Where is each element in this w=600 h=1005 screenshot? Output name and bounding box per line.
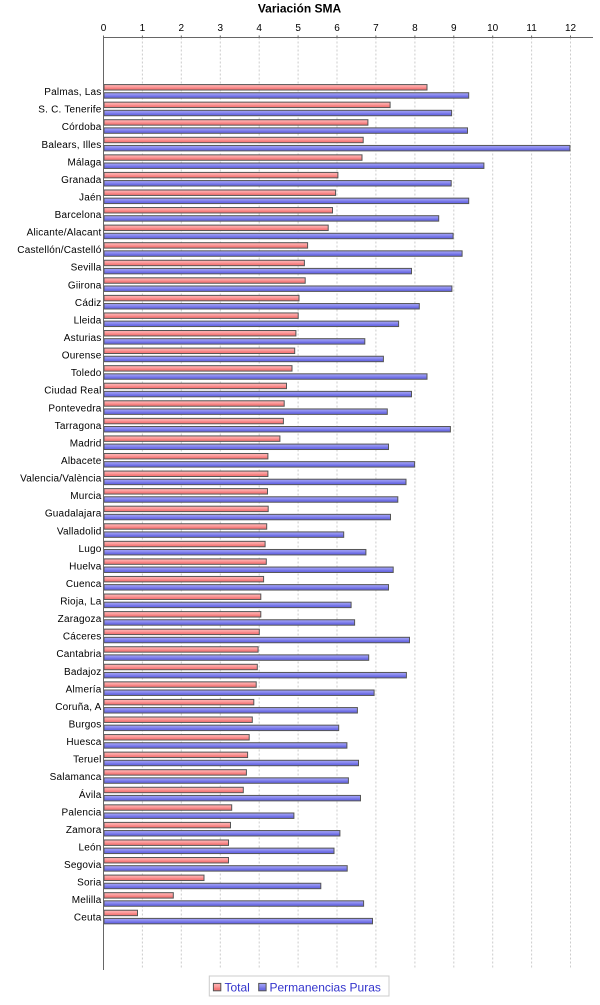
svg-text:Toledo: Toledo <box>71 368 102 379</box>
svg-text:6: 6 <box>334 23 340 34</box>
svg-text:Huelva: Huelva <box>69 561 102 572</box>
svg-text:10: 10 <box>487 23 499 34</box>
svg-text:Zamora: Zamora <box>66 825 102 836</box>
svg-text:Melilla: Melilla <box>72 895 102 906</box>
svg-text:Huesca: Huesca <box>66 737 101 748</box>
svg-text:Ourense: Ourense <box>62 351 102 362</box>
svg-text:Zaragoza: Zaragoza <box>58 614 102 625</box>
svg-text:Lleida: Lleida <box>74 315 102 326</box>
svg-text:Ceuta: Ceuta <box>74 913 102 924</box>
svg-text:Albacete: Albacete <box>61 456 102 467</box>
svg-text:Cádiz: Cádiz <box>75 298 102 309</box>
svg-text:11: 11 <box>526 23 537 34</box>
svg-text:Guadalajara: Guadalajara <box>45 509 102 520</box>
svg-text:Permanencias Puras: Permanencias Puras <box>270 981 381 995</box>
svg-text:Castellón/Castelló: Castellón/Castelló <box>17 245 101 256</box>
svg-text:Cáceres: Cáceres <box>63 632 102 643</box>
svg-text:Teruel: Teruel <box>73 755 101 766</box>
svg-text:5: 5 <box>295 23 301 34</box>
svg-text:Salamanca: Salamanca <box>50 772 102 783</box>
svg-text:Badajoz: Badajoz <box>64 667 102 678</box>
svg-text:9: 9 <box>451 23 457 34</box>
svg-text:Lugo: Lugo <box>78 544 101 555</box>
svg-text:Murcia: Murcia <box>70 491 101 502</box>
svg-text:Rioja, La: Rioja, La <box>60 597 102 608</box>
svg-text:Asturias: Asturias <box>64 333 102 344</box>
svg-text:S. C. Tenerife: S. C. Tenerife <box>38 105 101 116</box>
svg-text:Granada: Granada <box>61 175 102 186</box>
svg-text:Barcelona: Barcelona <box>55 210 102 221</box>
svg-text:Valencia/València: Valencia/València <box>20 474 102 485</box>
svg-text:Madrid: Madrid <box>70 438 102 449</box>
svg-text:Variación SMA: Variación SMA <box>258 2 342 16</box>
svg-text:0: 0 <box>101 23 107 34</box>
svg-text:Balears, Illes: Balears, Illes <box>41 140 101 151</box>
svg-text:2: 2 <box>179 23 185 34</box>
svg-text:Sevilla: Sevilla <box>71 263 102 274</box>
svg-text:1: 1 <box>140 23 146 34</box>
svg-text:12: 12 <box>565 23 577 34</box>
svg-text:Burgos: Burgos <box>69 719 102 730</box>
svg-text:4: 4 <box>256 23 262 34</box>
svg-text:Palencia: Palencia <box>62 807 102 818</box>
svg-text:Tarragona: Tarragona <box>55 421 102 432</box>
svg-text:Valladolid: Valladolid <box>57 526 102 537</box>
svg-text:Coruña, A: Coruña, A <box>55 702 101 713</box>
svg-text:Segovia: Segovia <box>64 860 102 871</box>
svg-text:Jaén: Jaén <box>79 192 102 203</box>
svg-text:Córdoba: Córdoba <box>62 122 102 133</box>
svg-text:Ciudad Real: Ciudad Real <box>44 386 101 397</box>
svg-text:Ávila: Ávila <box>79 788 102 801</box>
svg-text:Soria: Soria <box>77 878 102 889</box>
svg-text:Málaga: Málaga <box>68 157 102 168</box>
svg-text:Cantabria: Cantabria <box>56 649 101 660</box>
svg-text:Giirona: Giirona <box>68 280 102 291</box>
svg-text:Palmas, Las: Palmas, Las <box>44 87 101 98</box>
svg-text:Almería: Almería <box>66 684 102 695</box>
svg-text:Total: Total <box>225 981 250 995</box>
svg-text:Alicante/Alacant: Alicante/Alacant <box>27 228 102 239</box>
svg-text:3: 3 <box>218 23 224 34</box>
svg-text:León: León <box>78 842 101 853</box>
svg-text:7: 7 <box>373 23 379 34</box>
svg-text:Pontevedra: Pontevedra <box>48 403 101 414</box>
svg-text:8: 8 <box>412 23 418 34</box>
svg-text:Cuenca: Cuenca <box>66 579 102 590</box>
